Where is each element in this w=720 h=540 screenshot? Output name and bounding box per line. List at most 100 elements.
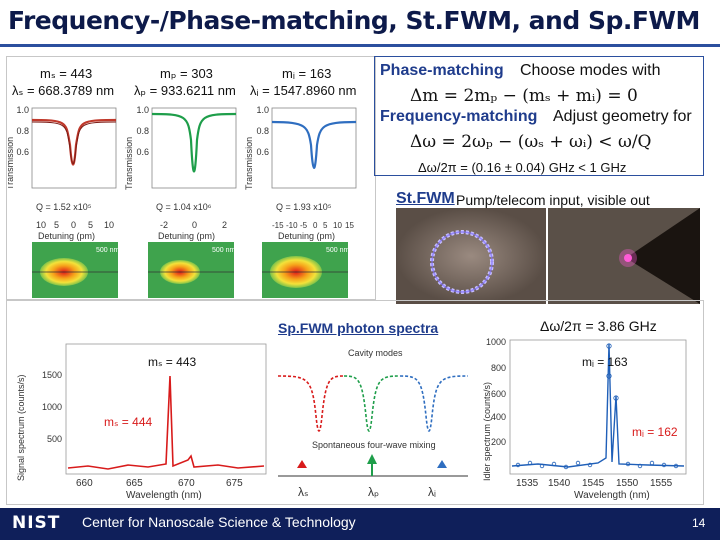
cavity-modes-label: Cavity modes [348, 348, 403, 358]
frequency-matching-label: Frequency-matching [380, 108, 538, 125]
idler-mode-number: mᵢ = 163 [282, 66, 332, 81]
footer-bar [0, 508, 720, 540]
pump-arrow-marker [367, 454, 377, 464]
idler-spectrum-points [515, 343, 679, 470]
signal-spectrum-xlabel: Wavelength (nm) [126, 490, 202, 501]
idler-spectrum-ytick: 400 [491, 412, 506, 422]
idler-xtick: 0 [313, 221, 318, 230]
frequency-matching-equation: Δω = 2ωₚ − (ωₛ + ωᵢ) < ω/Q [410, 132, 652, 152]
spfwm-title: Sp.FWM photon spectra [278, 320, 439, 336]
signal-spectrum-xtick: 665 [126, 478, 143, 489]
pump-ytick: 1.0 [136, 105, 149, 115]
fiber-output-image [548, 208, 700, 304]
pump-q-factor: Q = 1.04 x10⁶ [156, 202, 212, 212]
signal-arrow-marker [297, 460, 307, 468]
idler-lambda-label: λᵢ [428, 485, 436, 499]
idler-ytick: 0.6 [256, 147, 269, 157]
pump-ylabel: Transmission [124, 137, 134, 190]
idler-spectrum-ytick: 1000 [486, 337, 506, 347]
idler-wavelength: λᵢ = 1547.8960 nm [250, 83, 357, 98]
signal-ylabel: Transmission [8, 137, 15, 190]
idler-spectrum-xtick: 1545 [582, 478, 605, 489]
signal-mode-443-label: mₛ = 443 [148, 355, 196, 369]
sfwm-label: Spontaneous four-wave mixing [312, 440, 436, 450]
idler-spectrum-xlabel: Wavelength (nm) [574, 490, 650, 501]
signal-spectrum-plot: Signal spectrum (counts/s) 1500 1000 500… [16, 343, 267, 501]
idler-ytick: 0.8 [256, 126, 269, 136]
page-title: Frequency-/Phase-matching, St.FWM, and S… [8, 6, 700, 35]
idler-xtick: 10 [333, 221, 342, 230]
signal-fit-curve [31, 121, 117, 165]
signal-ytick: 0.6 [16, 147, 29, 157]
transmission-plots: 1.0 0.8 0.6 Transmission Q = 1.52 x10⁵ 1… [8, 105, 357, 298]
idler-spectrum-xtick: 1535 [516, 478, 539, 489]
signal-spectrum-ylabel: Signal spectrum (counts/s) [16, 374, 26, 481]
signal-xlabel: Detuning (pm) [38, 231, 95, 241]
pump-ytick: 0.6 [136, 147, 149, 157]
signal-spectrum-xtick: 675 [226, 478, 243, 489]
microring-image [396, 208, 546, 304]
phase-matching-equation: Δm = 2mₚ − (mₛ + mᵢ) = 0 [410, 86, 638, 106]
signal-ytick: 0.8 [16, 126, 29, 136]
signal-spectrum-ytick: 1500 [42, 370, 62, 380]
resonance-panel [6, 56, 376, 300]
phase-matching-desc: Choose modes with [520, 62, 661, 79]
spfwm-plots: Signal spectrum (counts/s) 1500 1000 500… [16, 337, 687, 501]
page-number: 14 [692, 516, 706, 530]
signal-scale-bar: 500 nm [96, 247, 120, 254]
pump-cavity-mode [343, 375, 401, 432]
signal-q-factor: Q = 1.52 x10⁵ [36, 202, 92, 212]
pump-lambda-label: λₚ [368, 485, 379, 499]
idler-spectrum-xtick: 1540 [548, 478, 571, 489]
signal-spectrum-ytick: 500 [47, 434, 62, 444]
pump-mode-profile: 500 nm [148, 242, 236, 298]
spfwm-panel [6, 300, 704, 505]
signal-wavelength: λₛ = 668.3789 nm [12, 83, 115, 98]
idler-xtick: -15 [272, 221, 284, 230]
pump-wavelength: λₚ = 933.6211 nm [134, 83, 236, 98]
signal-spectrum-xtick: 660 [76, 478, 93, 489]
stfwm-images [396, 208, 700, 304]
idler-spectrum-ytick: 200 [491, 437, 506, 447]
pump-xtick: 0 [192, 220, 197, 230]
spfwm-detuning: Δω/2π = 3.86 GHz [540, 318, 657, 334]
idler-spectrum-ytick: 600 [491, 389, 506, 399]
idler-mode-162-label: mᵢ = 162 [632, 425, 678, 439]
idler-mode-163-label: mᵢ = 163 [582, 355, 628, 369]
idler-arrow-marker [437, 460, 447, 468]
pump-mode-number: mₚ = 303 [160, 66, 213, 81]
signal-spectrum-trace [67, 375, 265, 470]
footer-center-name: Center for Nanoscale Science & Technolog… [82, 514, 356, 530]
cavity-modes-schematic: Cavity modes Spontaneous four-wave mixin… [277, 348, 469, 499]
pump-ytick: 0.8 [136, 126, 149, 136]
nist-logo: NIST [12, 513, 61, 533]
pump-scale-bar: 500 nm [212, 247, 236, 254]
signal-mode-profile: 500 nm [32, 242, 120, 298]
signal-xtick: 10 [104, 220, 114, 230]
signal-cavity-mode [277, 375, 345, 432]
frequency-matching-desc: Adjust geometry for [553, 108, 692, 125]
idler-xtick: 15 [345, 221, 354, 230]
idler-ytick: 1.0 [256, 105, 269, 115]
idler-ylabel: Transmission [244, 137, 254, 190]
idler-spectrum-xtick: 1555 [650, 478, 673, 489]
idler-xtick: -10 [286, 221, 298, 230]
idler-scale-bar: 500 nm [326, 247, 350, 254]
signal-mode-number: mₛ = 443 [40, 66, 93, 81]
idler-transmission-plot: 1.0 0.8 0.6 Transmission Q = 1.93 x10⁵ -… [244, 105, 357, 241]
stfwm-desc: Pump/telecom input, visible out [456, 192, 650, 208]
pump-transmission-plot: 1.0 0.8 0.6 Transmission Q = 1.04 x10⁶ -… [124, 105, 237, 241]
idler-mode-profile: 500 nm [262, 242, 350, 298]
signal-spectrum-ytick: 1000 [42, 402, 62, 412]
idler-cavity-mode [399, 375, 469, 432]
signal-transmission-plot: 1.0 0.8 0.6 Transmission Q = 1.52 x10⁵ 1… [8, 105, 117, 241]
title-divider [0, 44, 720, 47]
pump-xtick: -2 [160, 220, 168, 230]
idler-spectrum-xtick: 1550 [616, 478, 639, 489]
idler-xtick: 5 [323, 221, 328, 230]
phase-matching-label: Phase-matching [380, 62, 504, 79]
idler-q-factor: Q = 1.93 x10⁵ [276, 202, 332, 212]
pump-resonance-curve [151, 112, 237, 173]
matching-box [374, 56, 704, 176]
idler-resonance-curve [271, 120, 357, 169]
